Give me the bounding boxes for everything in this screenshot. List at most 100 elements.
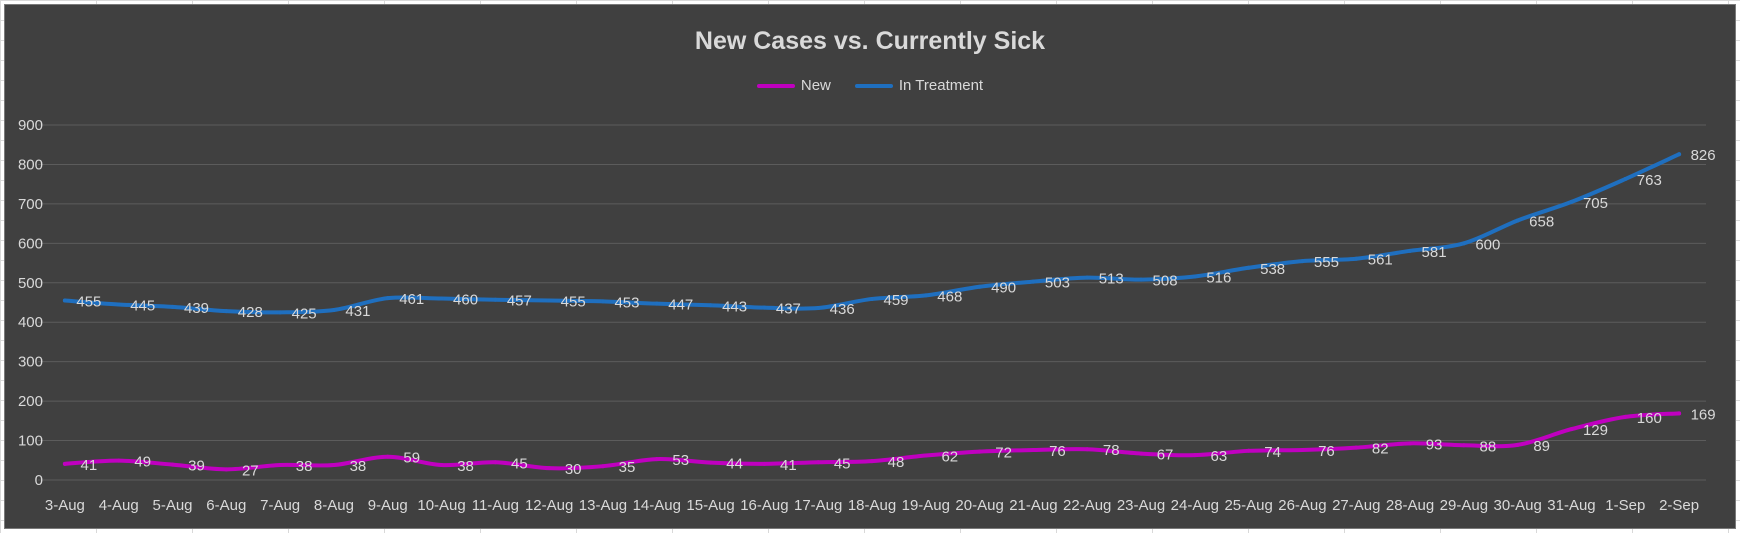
data-point-new: [1031, 448, 1036, 453]
y-tick-label: 300: [18, 354, 43, 371]
data-point-new: [977, 449, 982, 454]
data-label-new: 129: [1583, 422, 1608, 439]
data-label-in-treatment: 826: [1691, 147, 1716, 164]
data-point-in-treatment: [870, 296, 874, 301]
data-label-new: 169: [1691, 406, 1716, 423]
data-point-new: [708, 460, 713, 465]
x-tick-label: 4-Aug: [99, 497, 139, 514]
data-point-in-treatment: [439, 296, 444, 301]
x-tick-label: 16-Aug: [740, 497, 788, 514]
x-tick-label: 22-Aug: [1063, 497, 1111, 514]
x-tick-label: 31-Aug: [1547, 497, 1595, 514]
data-label-in-treatment: 468: [937, 288, 962, 305]
data-label-new: 59: [403, 450, 420, 467]
data-label-in-treatment: 538: [1260, 261, 1285, 278]
x-tick-label: 1-Sep: [1605, 497, 1645, 514]
data-point-in-treatment: [1461, 241, 1466, 246]
legend-item-in-treatment: In Treatment: [854, 77, 984, 94]
x-tick-label: 20-Aug: [955, 497, 1003, 514]
x-tick-label: 21-Aug: [1009, 497, 1057, 514]
data-point-new: [870, 459, 874, 464]
x-tick-label: 24-Aug: [1171, 497, 1219, 514]
data-label-in-treatment: 763: [1637, 172, 1662, 189]
y-tick-label: 0: [35, 472, 43, 489]
data-label-new: 82: [1372, 441, 1389, 458]
data-label-in-treatment: 461: [399, 291, 424, 308]
data-label-new: 35: [619, 459, 636, 476]
data-label-in-treatment: 658: [1529, 213, 1554, 230]
data-point-in-treatment: [1677, 152, 1682, 157]
x-tick-label: 18-Aug: [848, 497, 896, 514]
legend-swatch-new: [756, 83, 795, 88]
data-label-in-treatment: 581: [1422, 244, 1447, 261]
x-tick-label: 27-Aug: [1332, 497, 1380, 514]
data-label-new: 49: [134, 454, 151, 471]
data-point-in-treatment: [1515, 218, 1520, 223]
y-tick-label: 500: [18, 275, 43, 292]
data-label-new: 38: [457, 458, 474, 475]
data-point-in-treatment: [116, 302, 121, 307]
legend-label-in-treatment: In Treatment: [898, 77, 984, 94]
legend-swatch-in-treatment: [854, 83, 893, 88]
data-label-new: 76: [1049, 443, 1066, 460]
data-point-new: [600, 464, 605, 469]
x-tick-label: 19-Aug: [902, 497, 950, 514]
data-label-new: 93: [1426, 436, 1443, 453]
data-point-new: [224, 467, 229, 472]
x-tick-label: 25-Aug: [1224, 497, 1272, 514]
data-label-in-treatment: 490: [991, 280, 1016, 297]
chart-area[interactable]: New Cases vs. Currently Sick New In Trea…: [4, 4, 1736, 529]
data-point-new: [493, 460, 498, 465]
data-point-new: [1085, 447, 1090, 452]
data-point-new: [385, 454, 390, 459]
data-point-in-treatment: [1408, 248, 1413, 253]
data-label-in-treatment: 443: [722, 298, 747, 315]
data-label-new: 53: [672, 452, 689, 469]
data-point-new: [331, 463, 336, 468]
y-tick-label: 100: [18, 433, 43, 450]
data-point-in-treatment: [547, 298, 552, 303]
data-point-new: [1408, 441, 1413, 446]
data-label-in-treatment: 457: [507, 293, 532, 310]
x-tick-label: 8-Aug: [314, 497, 354, 514]
data-label-in-treatment: 503: [1045, 275, 1070, 292]
data-label-in-treatment: 459: [883, 292, 908, 309]
data-point-new: [547, 466, 552, 471]
data-point-new: [654, 457, 659, 462]
data-label-in-treatment: 508: [1153, 273, 1178, 290]
data-label-in-treatment: 431: [345, 303, 370, 320]
data-point-in-treatment: [1569, 199, 1574, 204]
data-point-new: [1192, 453, 1197, 458]
data-point-new: [1300, 448, 1305, 453]
data-point-in-treatment: [331, 307, 336, 312]
data-point-new: [762, 461, 767, 466]
x-tick-label: 11-Aug: [472, 497, 519, 514]
data-point-in-treatment: [1246, 265, 1251, 270]
data-label-in-treatment: 447: [668, 297, 693, 314]
data-point-in-treatment: [224, 309, 229, 314]
y-tick-label: 400: [18, 314, 43, 331]
data-label-new: 74: [1264, 444, 1281, 461]
data-label-in-treatment: 455: [76, 294, 101, 311]
x-tick-label: 30-Aug: [1493, 497, 1541, 514]
data-point-new: [62, 461, 67, 466]
x-tick-label: 7-Aug: [260, 497, 300, 514]
data-label-new: 160: [1637, 410, 1662, 427]
data-label-new: 63: [1210, 448, 1227, 465]
data-label-in-treatment: 600: [1475, 236, 1500, 253]
data-point-new: [1677, 411, 1682, 416]
data-point-new: [1569, 427, 1574, 432]
data-label-new: 30: [565, 461, 582, 478]
data-point-new: [439, 463, 444, 468]
y-tick-label: 600: [18, 235, 43, 252]
data-point-new: [1515, 442, 1520, 447]
data-label-in-treatment: 428: [238, 304, 263, 321]
data-point-in-treatment: [708, 303, 713, 308]
data-label-in-treatment: 455: [561, 294, 586, 311]
data-label-new: 48: [888, 454, 905, 471]
data-point-new: [923, 453, 928, 458]
data-point-in-treatment: [62, 298, 67, 303]
data-label-new: 38: [350, 458, 367, 475]
data-point-in-treatment: [923, 293, 928, 298]
x-tick-label: 23-Aug: [1117, 497, 1165, 514]
